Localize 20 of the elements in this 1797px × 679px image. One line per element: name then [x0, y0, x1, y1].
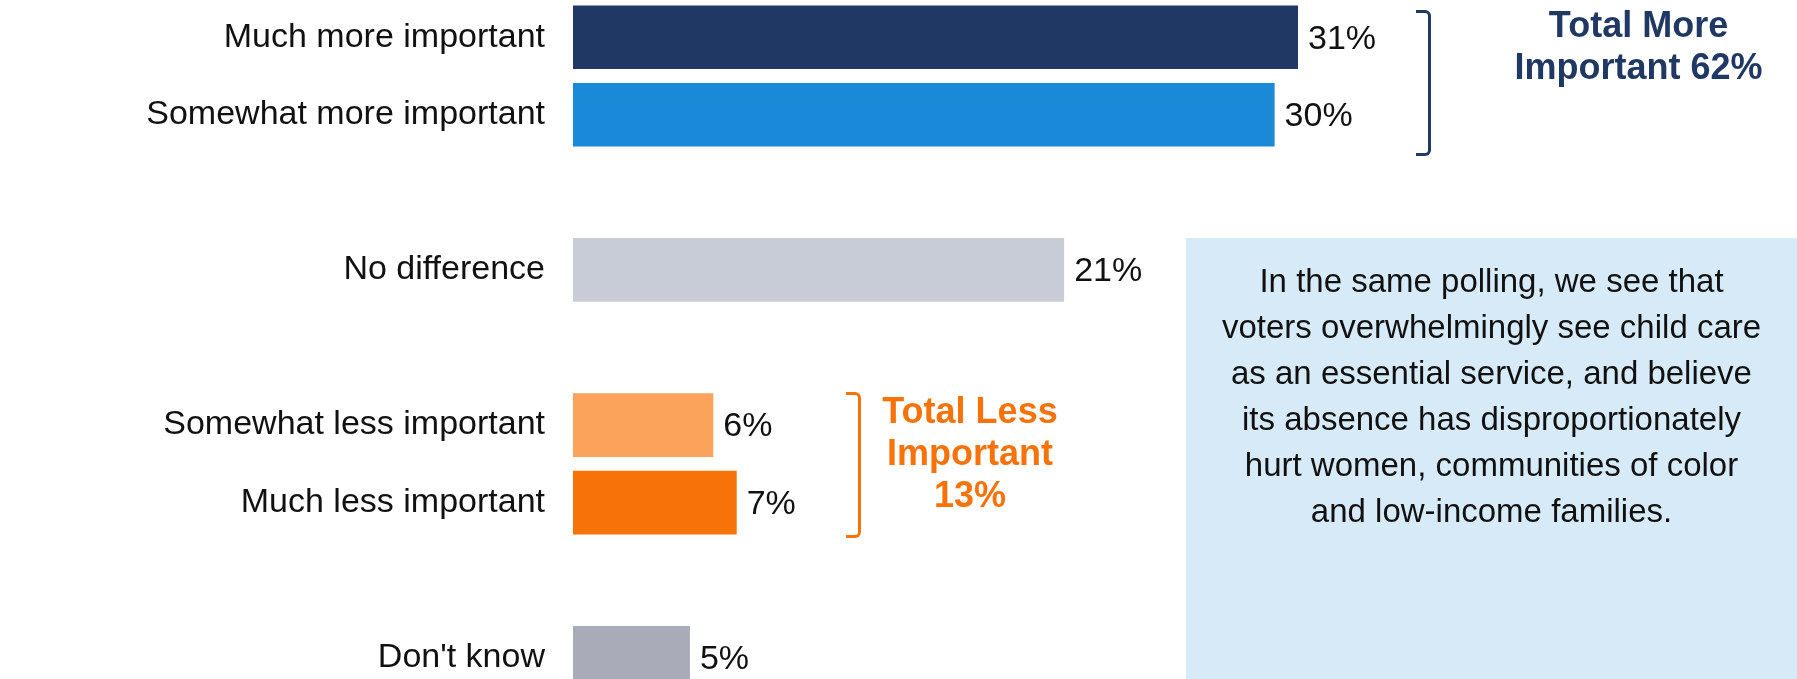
data-label: 21%: [1074, 250, 1143, 289]
y-tick-label: No difference: [343, 248, 545, 287]
data-label: 6%: [723, 405, 773, 444]
text: Total More Important 62%: [1513, 4, 1764, 88]
y-tick-label: Much less important: [240, 481, 546, 520]
data-label: 31%: [1308, 17, 1377, 56]
bar: [573, 238, 1065, 302]
bar: [573, 82, 1275, 147]
y-tick-label: Somewhat less important: [163, 403, 546, 442]
data-label: 7%: [746, 483, 796, 522]
y-tick-label: Somewhat more important: [146, 93, 546, 132]
bar: [573, 393, 714, 457]
annotation: In the same polling, we see that voters overwhelmingly see child care as an essential service, and believe its absence has disproportionately hurt women, communities of color and low-income families.: [1220, 261, 1763, 531]
bar: [573, 470, 737, 535]
data-label: 5%: [699, 638, 750, 677]
y-tick-label: Don't know: [377, 636, 546, 675]
data-label: 30%: [1284, 95, 1353, 134]
annotation: Total Less Important 13%: [881, 390, 1059, 516]
bar: [573, 5, 1298, 69]
y-tick-label: Much more important: [223, 15, 546, 54]
